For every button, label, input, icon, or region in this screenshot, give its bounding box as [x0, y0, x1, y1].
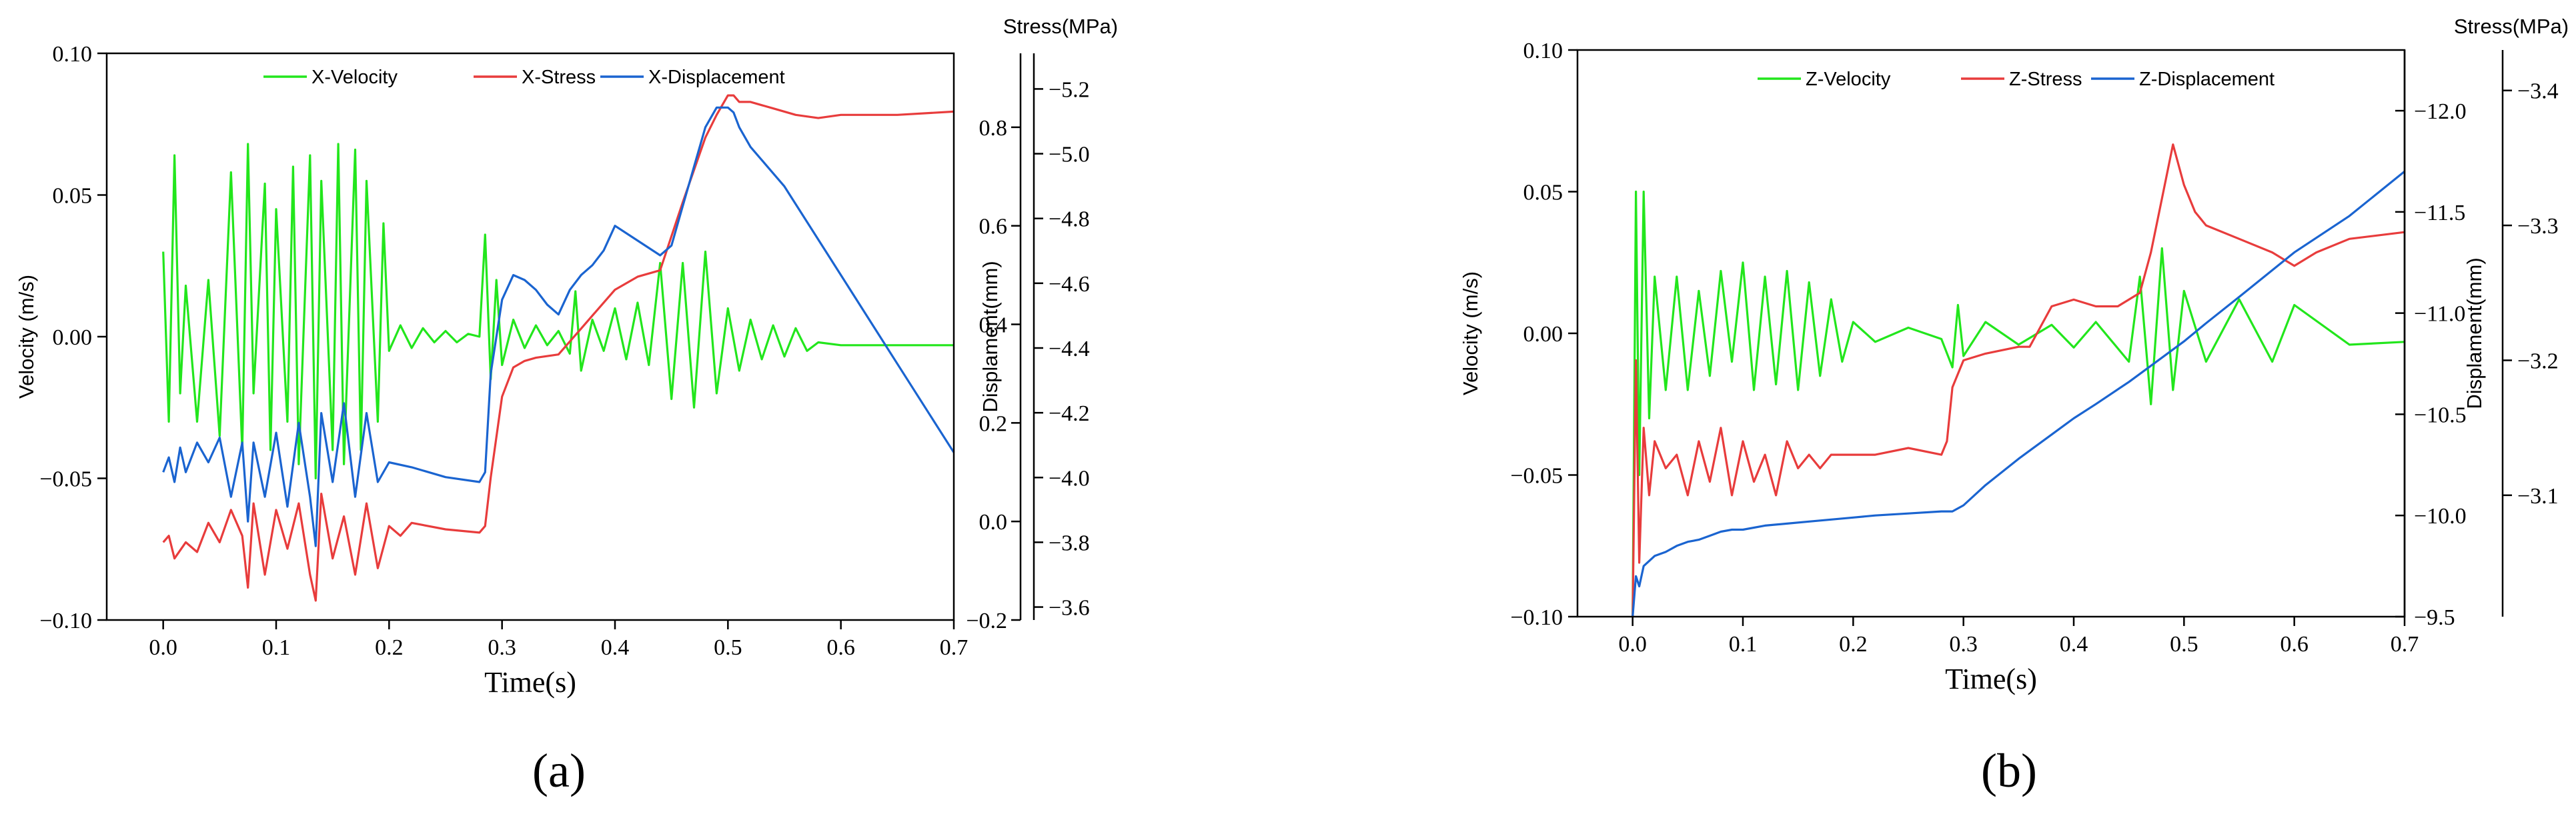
x-tick-label: 0.1 [262, 635, 291, 660]
legend-label: X-Velocity [311, 67, 398, 88]
x-tick-label: 0.7 [2391, 632, 2419, 657]
legend-label: Z-Displacement [2139, 69, 2275, 90]
right2-tick-label: −4.8 [1049, 207, 1090, 232]
y-tick-label: 0.10 [1523, 39, 1563, 63]
x-tick-label: 0.4 [2060, 632, 2088, 657]
x-tick-label: 0.0 [149, 635, 177, 660]
x-tick-label: 0.0 [1618, 632, 1647, 657]
series-line-x-velocity [162, 143, 954, 480]
x-tick-label: 0.5 [2170, 632, 2198, 657]
right1-tick-label: 0.4 [979, 313, 1008, 338]
series-line-x-stress [162, 94, 954, 602]
x-tick-label: 0.6 [826, 635, 855, 660]
y-tick-label: −0.05 [1510, 464, 1563, 489]
x-tick-label: 0.6 [2280, 632, 2309, 657]
y-tick-label: 0.00 [53, 325, 93, 350]
x-tick-label: 0.3 [488, 635, 516, 660]
x-tick-label: 0.3 [1949, 632, 1978, 657]
right2-tick-label: −4.2 [1049, 401, 1090, 426]
series-line-z-velocity [1632, 190, 2405, 617]
y-tick-label: −0.05 [39, 467, 92, 492]
series-line-x-displacement [162, 106, 955, 547]
legend-label: X-Displacement [648, 67, 785, 88]
plot-frame [1576, 49, 2406, 618]
right2-tick-label: −4.4 [1049, 337, 1090, 361]
right1-tick-label: −11.5 [2414, 201, 2465, 225]
right1-tick-label: −10.0 [2414, 504, 2467, 529]
right2-tick-label: −4.6 [1049, 272, 1090, 297]
x-axis-label: Time(s) [484, 666, 576, 699]
right1-tick-label: 0.6 [979, 215, 1008, 239]
x-axis-label: Time(s) [1945, 663, 2037, 695]
right2-tick-label: −3.8 [1049, 531, 1090, 555]
right1-tick-label: 0.2 [979, 411, 1008, 436]
y-tick-label: −0.10 [39, 609, 92, 633]
x-tick-label: 0.4 [601, 635, 630, 660]
right1-tick-label: −0.2 [966, 609, 1007, 633]
y-tick-label: −0.10 [1510, 605, 1563, 630]
right2-tick-label: −3.3 [2517, 214, 2559, 239]
right1-tick-label: −10.5 [2414, 403, 2467, 427]
right2-tick-label: −3.2 [2517, 349, 2559, 373]
y-tick-label: 0.05 [53, 184, 93, 209]
right2-tick-label: −3.4 [2517, 79, 2559, 104]
x-tick-label: 0.2 [1839, 632, 1868, 657]
y-axis-label: Velocity (m/s) [1459, 271, 1482, 395]
right2-tick-label: −3.6 [1049, 596, 1090, 621]
right1-tick-label: 0.0 [979, 510, 1008, 535]
right1-tick-label: 0.8 [979, 116, 1008, 141]
x-tick-label: 0.5 [714, 635, 742, 660]
right2-tick-label: −3.1 [2517, 484, 2559, 509]
y-tick-label: 0.10 [53, 42, 93, 67]
y-axis-label: Velocity (m/s) [15, 275, 38, 399]
right2-tick-label: −5.0 [1049, 143, 1090, 167]
right1-axis-label: Displament(mm) [979, 261, 1002, 412]
chart-panel-b: 0.0 0.1 0.2 0.3 0.4 0.5 0.6 0.7 −0.10 −0.05 0.00 0.… [1459, 15, 2569, 797]
right2-tick-label: −4.0 [1049, 466, 1090, 491]
legend-label: Z-Velocity [1806, 69, 1891, 90]
x-tick-label: 0.1 [1729, 632, 1758, 657]
right1-tick-label: −11.0 [2414, 302, 2465, 327]
chart-panel-a: 0.0 0.1 0.2 0.3 0.4 0.5 0.6 0.7 −0.10 −0.05 0.00 0.… [15, 15, 1118, 797]
subfigure-label: (b) [1981, 744, 2037, 797]
legend-label: Z-Stress [2009, 69, 2082, 90]
right1-tick-label: −9.5 [2414, 605, 2455, 630]
right2-axis-label: Stress(MPa) [2454, 15, 2569, 38]
series-line-z-stress [1632, 143, 2405, 617]
series-line-z-displacement [1632, 170, 2406, 617]
right2-tick-label: −5.2 [1049, 77, 1090, 102]
subfigure-label: (a) [532, 744, 586, 797]
legend-label: X-Stress [522, 67, 596, 88]
right2-axis-label: Stress(MPa) [1003, 15, 1118, 38]
x-tick-label: 0.7 [940, 635, 969, 660]
y-tick-label: 0.00 [1523, 322, 1563, 347]
x-tick-label: 0.2 [375, 635, 404, 660]
y-tick-label: 0.05 [1523, 181, 1563, 205]
right1-axis-label: Displament(mm) [2463, 257, 2486, 409]
right1-tick-label: −12.0 [2414, 99, 2467, 124]
